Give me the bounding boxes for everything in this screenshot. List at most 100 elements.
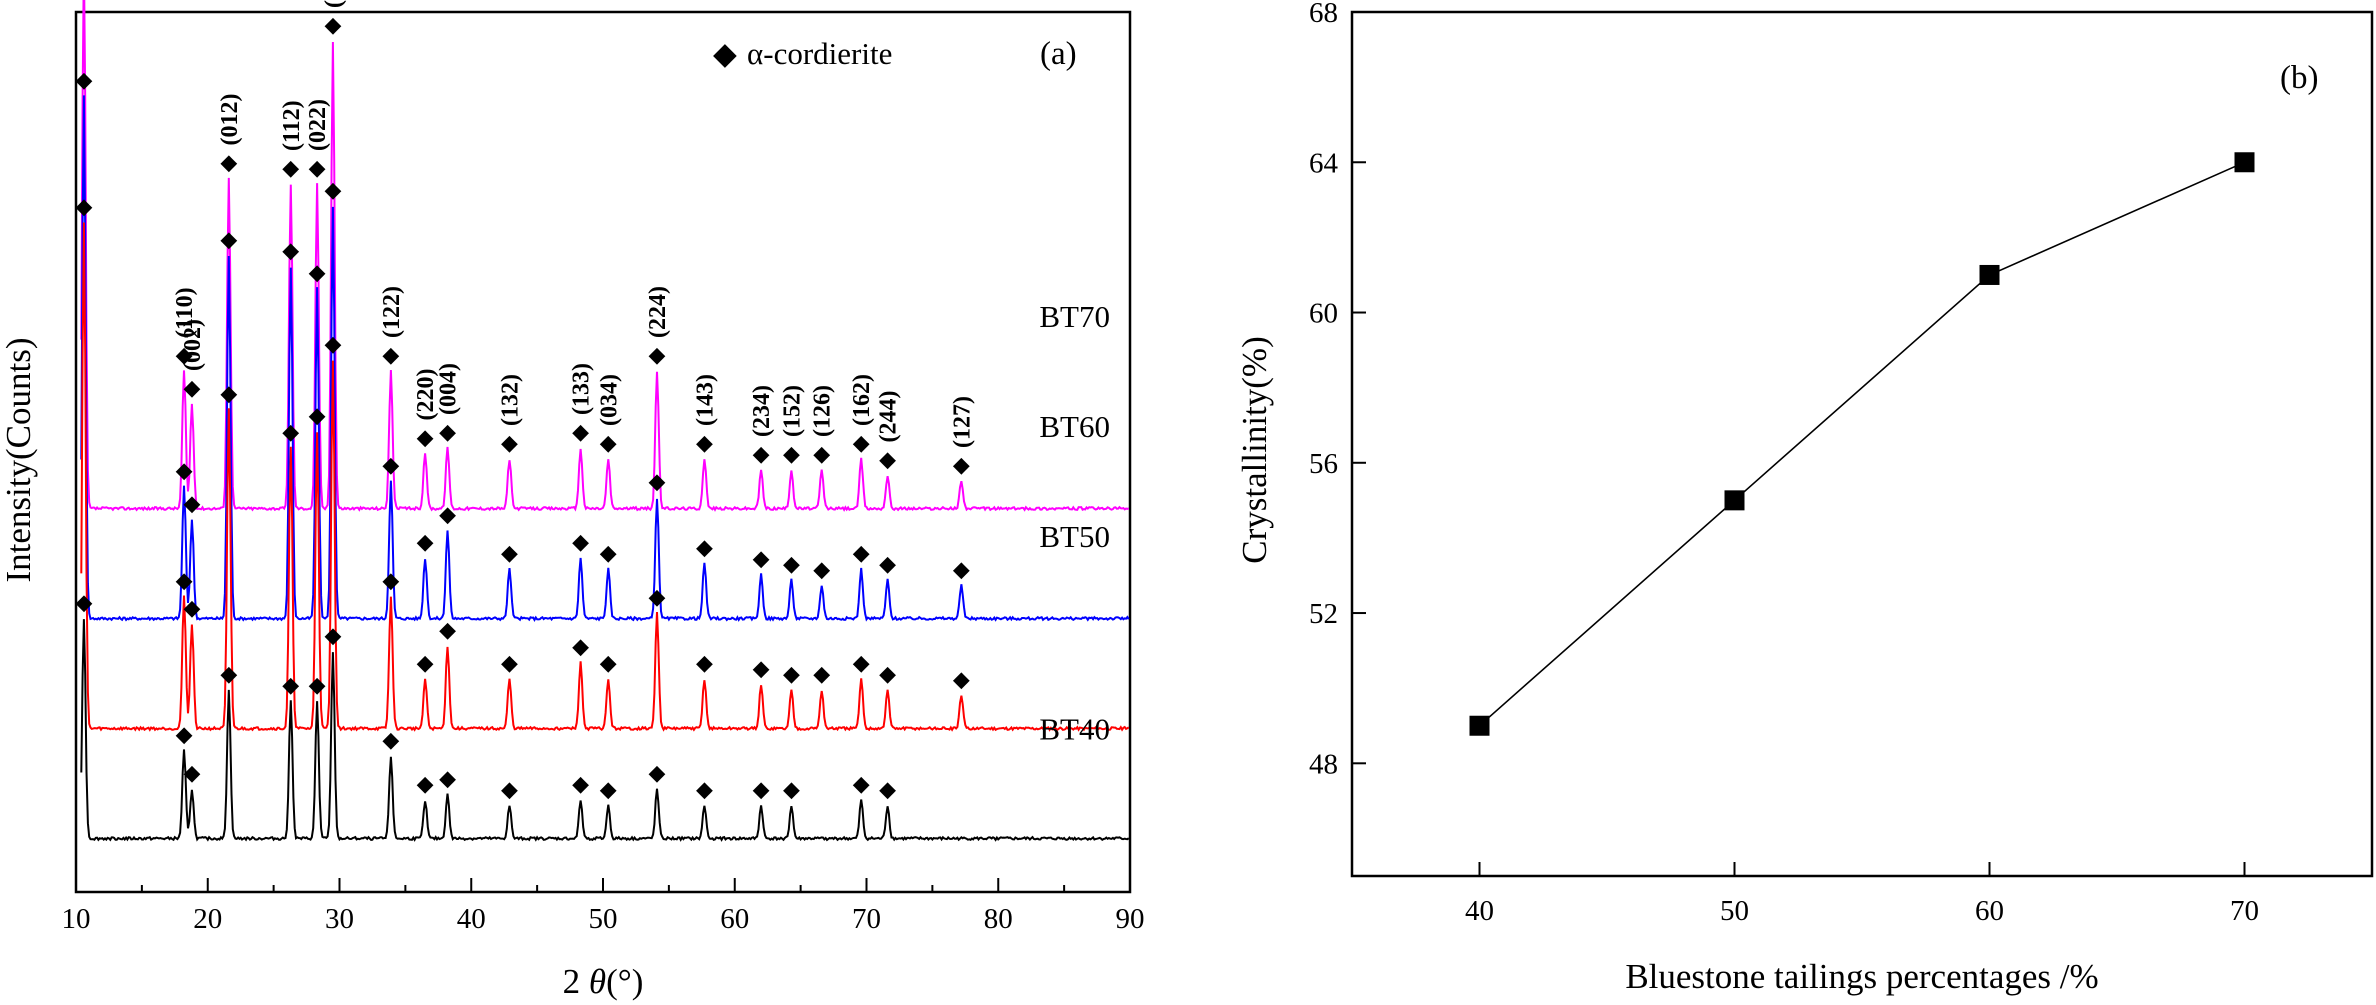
xrd-peak-marker: ◆ <box>783 661 800 686</box>
xrd-peak-marker: ◆ <box>501 430 518 455</box>
xrd-peak-marker: ◆ <box>879 447 896 472</box>
hkl-label: (034) <box>596 374 622 426</box>
xrd-peak-marker: ◆ <box>953 667 970 692</box>
xrd-peak-marker: ◆ <box>696 650 713 675</box>
hkl-label: (022) <box>305 99 331 151</box>
xrd-peak-marker: ◆ <box>853 771 870 796</box>
xrd-peak-marker: ◆ <box>783 777 800 802</box>
crystallinity-plot-frame <box>1350 10 2374 878</box>
xrd-peak-marker: ◆ <box>439 617 456 642</box>
crystallinity-x-tick-label: 60 <box>1975 895 2004 927</box>
crystallinity-point <box>2234 152 2255 173</box>
xrd-peak-marker: ◆ <box>753 546 770 571</box>
xrd-peak-marker: ◆ <box>75 67 92 92</box>
xrd-x-title-prefix: 2 <box>563 962 581 1001</box>
xrd-peak-marker: ◆ <box>649 469 666 494</box>
hkl-label: (110) <box>172 287 198 338</box>
crystallinity-panel: 40 50 60 70 48 52 56 60 64 68 (b) Crystallinity(%… <box>1235 0 2374 996</box>
xrd-peak-marker: ◆ <box>324 623 341 648</box>
crystallinity-y-tick-label: 48 <box>1309 748 1338 780</box>
hkl-label: (004) <box>436 363 462 415</box>
xrd-peak-marker: ◆ <box>501 650 518 675</box>
xrd-peak-marker: ◆ <box>879 661 896 686</box>
xrd-peak-marker: ◆ <box>783 551 800 576</box>
xrd-peak-marker: ◆ <box>813 661 830 686</box>
crystallinity-y-tick-label: 64 <box>1309 147 1339 179</box>
xrd-peak-marker: ◆ <box>309 260 326 285</box>
xrd-peak-marker: ◆ <box>309 155 326 180</box>
xrd-peak-marker: ◆ <box>382 727 399 752</box>
panel-a-label: (a) <box>1040 36 1077 72</box>
xrd-peak-marker: ◆ <box>649 760 666 785</box>
xrd-marker-group: ◆ ◆ ◆ ◆ ◆ ◆ ◆ ◆ ◆ ◆ ◆ ◆ ◆ ◆ ◆ ◆ ◆ ◆ ◆ ◆ ◆ ◆ ◆ ◆ ◆ ◆ ◆ ◆ ◆ ◆ ◆ ◆ ◆ ◆ ◆ ◆ ◆ ◆ ◆ ◆… <box>75 12 970 802</box>
xrd-peak-marker: ◆ <box>417 650 434 675</box>
xrd-pattern-bt60 <box>80 95 1130 622</box>
hkl-label: (127) <box>949 396 975 448</box>
legend-label: α-cordierite <box>747 36 892 71</box>
xrd-peak-marker: ◆ <box>696 777 713 802</box>
xrd-peak-marker: ◆ <box>853 650 870 675</box>
xrd-peak-marker: ◆ <box>282 672 299 697</box>
crystallinity-line <box>1478 161 2245 727</box>
hkl-label: (224) <box>645 286 671 338</box>
xrd-pattern-bt50 <box>80 222 1130 732</box>
crystallinity-ticks: 40 50 60 70 48 52 56 60 64 68 <box>1309 0 2259 927</box>
xrd-peak-marker: ◆ <box>600 430 617 455</box>
xrd-peak-marker: ◆ <box>282 155 299 180</box>
hkl-label: (244) <box>876 391 902 443</box>
xrd-y-axis-title: Intensity(Counts) <box>0 338 38 583</box>
xrd-pattern-bt40 <box>80 619 1130 842</box>
xrd-x-ticks: 10 20 30 40 50 60 70 80 90 <box>62 878 1145 935</box>
hkl-label: (152) <box>779 385 805 437</box>
crystallinity-x-tick-label: 50 <box>1720 895 1749 927</box>
xrd-peak-marker: ◆ <box>649 342 666 367</box>
xrd-x-tick-label: 90 <box>1116 903 1145 935</box>
xrd-peak-marker: ◆ <box>879 551 896 576</box>
xrd-peak-marker: ◆ <box>753 441 770 466</box>
xrd-peak-marker: ◆ <box>696 535 713 560</box>
xrd-peak-marker: ◆ <box>572 771 589 796</box>
hkl-label: (162) <box>849 374 875 426</box>
xrd-peak-marker: ◆ <box>324 12 341 37</box>
xrd-peak-marker: ◆ <box>220 661 237 686</box>
hkl-label: (121) <box>321 0 347 8</box>
xrd-peak-marker: ◆ <box>417 771 434 796</box>
xrd-peak-marker: ◆ <box>572 419 589 444</box>
xrd-panel: ◆ ◆ ◆ ◆ ◆ ◆ ◆ ◆ ◆ ◆ ◆ ◆ ◆ ◆ ◆ ◆ ◆ ◆ ◆ ◆ ◆ ◆ ◆ ◆ ◆ ◆ ◆ ◆ ◆ ◆ ◆ ◆ ◆ ◆ ◆ ◆ ◆ ◆ ◆ ◆… <box>0 0 1145 1001</box>
xrd-peak-marker: ◆ <box>696 430 713 455</box>
xrd-peak-marker: ◆ <box>953 557 970 582</box>
crystallinity-y-tick-label: 56 <box>1309 448 1338 480</box>
hkl-label: (132) <box>497 374 523 426</box>
xrd-x-tick-label: 20 <box>193 903 222 935</box>
xrd-peak-marker: ◆ <box>282 419 299 444</box>
xrd-peak-marker: ◆ <box>649 584 666 609</box>
xrd-series-group <box>80 0 1130 842</box>
xrd-peak-marker: ◆ <box>439 419 456 444</box>
xrd-peak-marker: ◆ <box>183 375 200 400</box>
xrd-peak-marker: ◆ <box>953 452 970 477</box>
xrd-peak-marker: ◆ <box>309 672 326 697</box>
xrd-x-tick-label: 40 <box>457 903 486 935</box>
xrd-peak-marker: ◆ <box>813 557 830 582</box>
series-label-bt50: BT50 <box>1039 519 1110 554</box>
xrd-peak-marker: ◆ <box>382 342 399 367</box>
xrd-x-tick-label: 10 <box>62 903 91 935</box>
xrd-peak-marker: ◆ <box>324 331 341 356</box>
crystallinity-x-tick-label: 40 <box>1465 895 1494 927</box>
xrd-peak-marker: ◆ <box>176 568 193 593</box>
xrd-peak-marker: ◆ <box>417 529 434 554</box>
crystallinity-y-tick-label: 60 <box>1309 298 1338 330</box>
crystallinity-point <box>1724 490 1745 511</box>
legend-marker: ◆ <box>713 36 737 71</box>
xrd-series-labels: BT70 BT60 BT50 BT40 <box>1039 299 1110 747</box>
xrd-peak-marker: ◆ <box>813 441 830 466</box>
xrd-x-tick-label: 30 <box>325 903 354 935</box>
xrd-x-tick-label: 60 <box>720 903 749 935</box>
xrd-peak-marker: ◆ <box>382 568 399 593</box>
hkl-label: (234) <box>749 385 775 437</box>
xrd-peak-marker: ◆ <box>220 150 237 175</box>
xrd-pattern-bt70 <box>80 0 1129 512</box>
xrd-peak-marker: ◆ <box>220 381 237 406</box>
xrd-peak-marker: ◆ <box>417 425 434 450</box>
